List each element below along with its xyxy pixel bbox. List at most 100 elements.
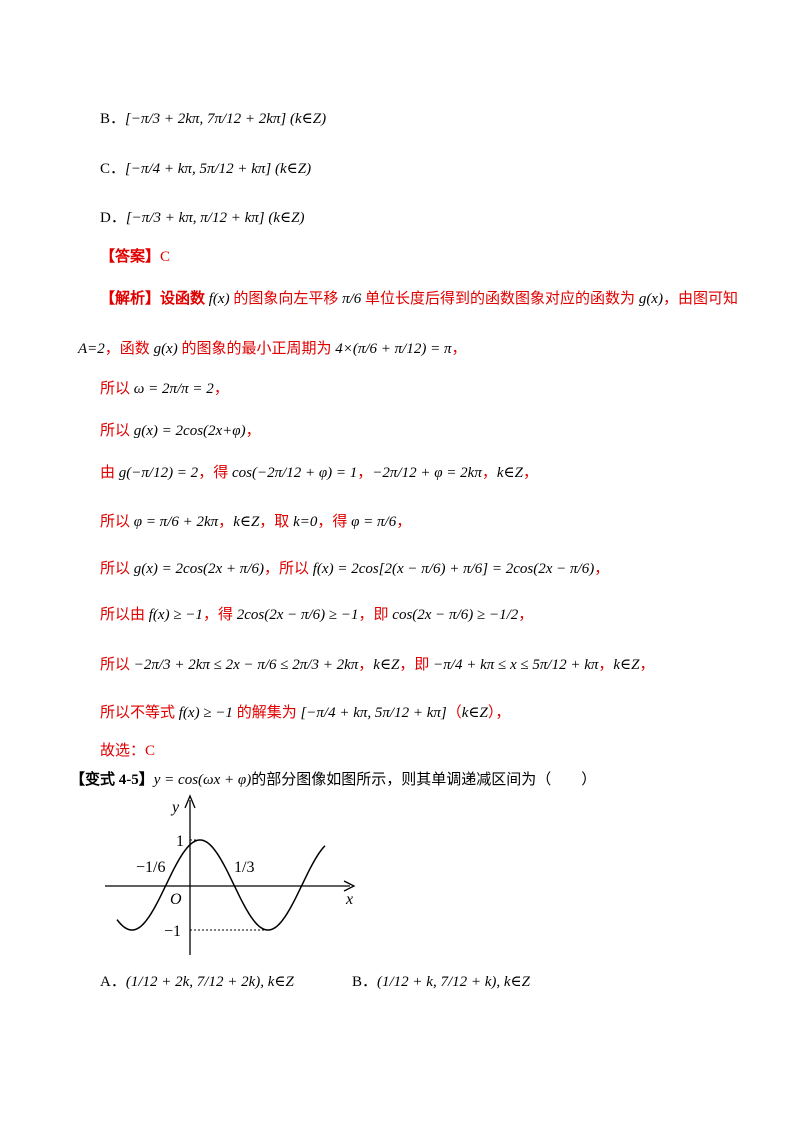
analysis-math: π/6 [342, 291, 362, 307]
analysis-text: ， [598, 657, 614, 673]
analysis-math: −2π/3 + 2kπ ≤ 2x − π/6 ≤ 2π/3 + 2kπ [133, 657, 359, 673]
analysis-math: g(−π/12) = 2 [118, 465, 199, 481]
analysis-math: cos(−2π/12 + φ) = 1 [231, 465, 358, 481]
analysis-text: ， [518, 607, 534, 623]
analysis-text: 所以由 [100, 607, 149, 623]
curve [116, 839, 326, 931]
analysis-text: 单位长度后得到的函数图象对应的函数为 [361, 291, 639, 307]
option-label: B． [352, 974, 378, 990]
analysis-text: 所以 [100, 423, 134, 439]
analysis-line: 所以 ω = 2π/π = 2， [100, 377, 229, 398]
analysis-text: ， [358, 657, 374, 673]
option-math: [−π/3 + 2kπ, 7π/12 + 2kπ] (k∈Z) [125, 111, 327, 127]
analysis-text: （ [446, 705, 462, 721]
analysis-text: ， [213, 381, 229, 397]
analysis-text: ， [451, 341, 467, 357]
analysis-math: φ = π/6 + 2kπ [133, 514, 219, 530]
analysis-math: A=2 [78, 341, 105, 357]
y-axis-label: y [170, 799, 180, 816]
analysis-math: f(x) ≥ −1 [148, 607, 203, 623]
variant-tag: 【变式 4-5】 [70, 772, 154, 788]
analysis-text: 所以不等式 [100, 705, 179, 721]
option-math: [−π/3 + kπ, π/12 + kπ] (k∈Z) [125, 210, 305, 226]
analysis-text: ，所以 [263, 561, 313, 577]
analysis-text: 由 [100, 465, 119, 481]
analysis-text: 所以 [100, 561, 134, 577]
analysis-math: f(x) = 2cos[2(x − π/6) + π/6] = 2cos(2x … [312, 561, 595, 577]
option: B．[−π/3 + 2kπ, 7π/12 + 2kπ] (k∈Z) [100, 107, 326, 128]
analysis-line: 故选：C [100, 739, 155, 760]
analysis-math: ω = 2π/π = 2 [133, 381, 214, 397]
arrow [184, 794, 196, 809]
option-label: D． [100, 210, 126, 226]
analysis-text: ，取 [259, 514, 294, 530]
analysis-math: k∈Z [613, 657, 640, 673]
origin-label: O [170, 891, 182, 908]
graph: y x O 1 −1 1/3 −1/6 [105, 794, 356, 955]
option: B．(1/12 + k, 7/12 + k), k∈Z [352, 970, 530, 991]
analysis-line: 所以 −2π/3 + 2kπ ≤ 2x − π/6 ≤ 2π/3 + 2kπ，k… [100, 653, 655, 674]
analysis-text: ，得 [198, 465, 232, 481]
analysis-text: ，即 [358, 607, 393, 623]
analysis-text: ， [522, 465, 538, 481]
analysis-line: 【解析】设函数 f(x) 的图象向左平移 π/6 单位长度后得到的函数图象对应的… [100, 287, 738, 308]
analysis-math: f(x) [208, 291, 230, 307]
analysis-math: k=0 [293, 514, 318, 530]
option-label: B． [100, 111, 126, 127]
analysis-text: 所以 [100, 381, 134, 397]
analysis-text: ， [245, 423, 261, 439]
analysis-math: [−π/4 + kπ, 5π/12 + kπ] [300, 705, 447, 721]
option-label: C． [100, 161, 126, 177]
analysis-text: ，得 [202, 607, 237, 623]
option-math: (1/12 + 2k, 7/12 + 2k), k∈Z [125, 974, 294, 990]
analysis-math: k∈Z [373, 657, 400, 673]
analysis-math: k∈Z [233, 514, 260, 530]
analysis-text: ， [396, 514, 412, 530]
analysis-line: 由 g(−π/12) = 2，得 cos(−2π/12 + φ) = 1，−2π… [100, 461, 538, 482]
analysis-text: 的解集为 [232, 705, 301, 721]
analysis-math: −2π/12 + φ = 2kπ [372, 465, 482, 481]
analysis-text: 故选：C [100, 743, 156, 759]
analysis-text: ， [594, 561, 610, 577]
analysis-math: k∈Z [461, 705, 488, 721]
analysis-text: ，函数 [104, 341, 154, 357]
analysis-text: 所以 [100, 514, 134, 530]
variant-math: y = cos(ωx + φ) [153, 772, 252, 788]
tick-label: −1 [164, 923, 181, 940]
analysis-text: ， [218, 514, 234, 530]
analysis-text: 【解析】设函数 [100, 291, 209, 307]
x-axis-label: x [345, 891, 353, 908]
analysis-text: 的图象的最小正周期为 [177, 341, 336, 357]
analysis-line: 所以 g(x) = 2cos(2x+φ)， [100, 419, 261, 440]
option-math: (1/12 + k, 7/12 + k), k∈Z [377, 974, 531, 990]
analysis-text: ， [481, 465, 497, 481]
option-label: A． [100, 974, 126, 990]
answer-value: C [160, 249, 171, 265]
analysis-math: g(x) [638, 291, 663, 307]
analysis-text: 所以 [100, 657, 134, 673]
analysis-line: 所以由 f(x) ≥ −1，得 2cos(2x − π/6) ≥ −1，即 co… [100, 603, 533, 624]
analysis-line: 所以 φ = π/6 + 2kπ，k∈Z，取 k=0，得 φ = π/6， [100, 510, 411, 531]
analysis-math: 2cos(2x − π/6) ≥ −1 [236, 607, 359, 623]
analysis-text: ， [639, 657, 655, 673]
variant-text: 的部分图像如图所示，则其单调递减区间为（ ） [251, 772, 597, 788]
analysis-math: −π/4 + kπ ≤ x ≤ 5π/12 + kπ [433, 657, 599, 673]
analysis-text: ）， [487, 705, 511, 721]
analysis-math: g(x) [153, 341, 178, 357]
analysis-text: ，由图可知 [662, 291, 738, 307]
option: C．[−π/4 + kπ, 5π/12 + kπ] (k∈Z) [100, 157, 311, 178]
analysis-math: g(x) = 2cos(2x+φ) [133, 423, 246, 439]
analysis-math: φ = π/6 [351, 514, 397, 530]
answer: 【答案】C [100, 245, 170, 266]
tick-label: 1 [176, 833, 184, 850]
analysis-line: 所以 g(x) = 2cos(2x + π/6)，所以 f(x) = 2cos[… [100, 557, 609, 578]
variant: 【变式 4-5】y = cos(ωx + φ)的部分图像如图所示，则其单调递减区… [70, 768, 596, 789]
analysis-math: g(x) = 2cos(2x + π/6) [133, 561, 264, 577]
option-math: [−π/4 + kπ, 5π/12 + kπ] (k∈Z) [125, 161, 312, 177]
option: A．(1/12 + 2k, 7/12 + 2k), k∈Z [100, 970, 294, 991]
tick-label: −1/6 [136, 859, 165, 876]
analysis-text: ，即 [399, 657, 434, 673]
option: D．[−π/3 + kπ, π/12 + kπ] (k∈Z) [100, 206, 304, 227]
analysis-math: cos(2x − π/6) ≥ −1/2 [392, 607, 519, 623]
